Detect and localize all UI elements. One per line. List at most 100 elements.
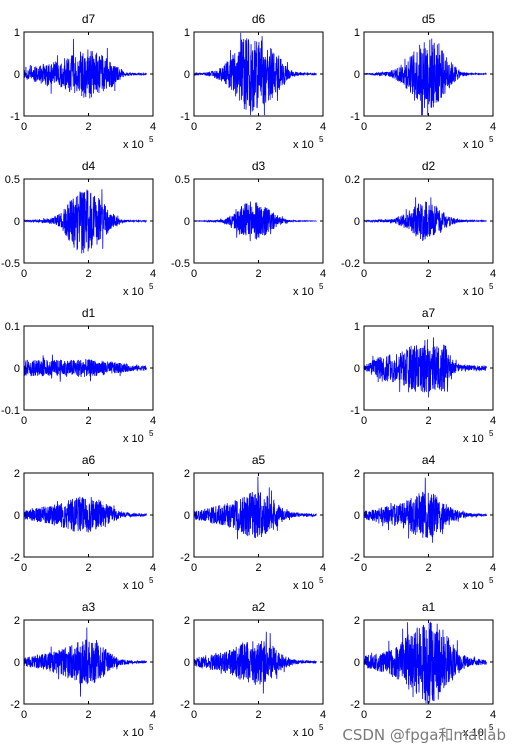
subplot-title: a1 xyxy=(422,600,436,614)
x-tick-label: 0 xyxy=(191,121,197,133)
subplot-d4: d40 2 4-0.500.5x 10 5 xyxy=(1,159,156,298)
x-tick-label: 4 xyxy=(490,268,496,280)
x-tick-label: 2 xyxy=(425,562,431,574)
x-tick-label: 0 xyxy=(191,562,197,574)
y-tick-label: -2 xyxy=(180,552,190,564)
subplot-title: d2 xyxy=(422,159,436,173)
watermark: CSDN @fpga和matlab xyxy=(342,726,506,744)
subplot-title: d3 xyxy=(252,159,266,173)
y-tick-label: -0.5 xyxy=(171,258,190,270)
y-tick-label: 0.5 xyxy=(5,174,20,186)
subplot-title: a4 xyxy=(422,453,436,467)
x-tick-label: 2 xyxy=(425,121,431,133)
subplot-d3: d30 2 4-0.500.5x 10 5 xyxy=(171,159,326,298)
x-exponent-power: 5 xyxy=(149,576,154,585)
x-tick-label: 0 xyxy=(21,562,27,574)
subplot-title: d4 xyxy=(82,159,96,173)
y-tick-label: -2 xyxy=(10,552,20,564)
x-exponent-base: x 10 xyxy=(463,580,484,592)
y-tick-label: 0 xyxy=(184,69,190,81)
y-tick-label: -1 xyxy=(350,405,360,417)
signal-trace xyxy=(23,189,147,254)
subplot-d2: d20 2 4-0.200.2x 10 5 xyxy=(341,159,496,298)
signal-trace xyxy=(193,476,317,540)
x-tick-label: 4 xyxy=(490,415,496,427)
y-tick-label: 0 xyxy=(14,363,20,375)
x-tick-label: 2 xyxy=(255,121,261,133)
y-tick-label: 2 xyxy=(184,468,190,480)
x-tick-label: 4 xyxy=(150,415,156,427)
signal-trace xyxy=(363,197,487,241)
x-exponent-power: 5 xyxy=(489,135,494,144)
x-exponent-power: 5 xyxy=(149,429,154,438)
x-tick-label: 2 xyxy=(85,709,91,721)
x-tick-label: 0 xyxy=(21,709,27,721)
x-exponent-power: 5 xyxy=(489,282,494,291)
x-tick-label: 4 xyxy=(320,121,326,133)
x-exponent-base: x 10 xyxy=(293,580,314,592)
x-tick-label: 4 xyxy=(490,709,496,721)
x-tick-label: 4 xyxy=(490,121,496,133)
x-exponent-power: 5 xyxy=(319,135,324,144)
y-tick-label: 0 xyxy=(184,510,190,522)
subplot-title: a3 xyxy=(82,600,96,614)
x-tick-label: 0 xyxy=(361,268,367,280)
signal-trace xyxy=(193,201,317,242)
signal-trace xyxy=(23,496,147,533)
y-tick-label: -0.1 xyxy=(1,405,20,417)
y-tick-label: 2 xyxy=(14,468,20,480)
x-tick-label: 0 xyxy=(361,562,367,574)
x-tick-label: 4 xyxy=(320,268,326,280)
y-tick-label: 0 xyxy=(354,363,360,375)
x-exponent-base: x 10 xyxy=(293,139,314,151)
y-tick-label: 0 xyxy=(184,657,190,669)
x-exponent-power: 5 xyxy=(489,723,494,732)
y-tick-label: 0.5 xyxy=(175,174,190,186)
x-tick-label: 0 xyxy=(21,415,27,427)
signal-trace xyxy=(363,621,487,704)
x-tick-label: 2 xyxy=(85,268,91,280)
subplot-title: a5 xyxy=(252,453,266,467)
subplot-title: a6 xyxy=(82,453,96,467)
y-tick-label: 0 xyxy=(184,216,190,228)
y-tick-label: -2 xyxy=(350,552,360,564)
x-exponent-base: x 10 xyxy=(293,727,314,739)
x-tick-label: 4 xyxy=(150,562,156,574)
y-tick-label: -1 xyxy=(10,111,20,123)
x-exponent-base: x 10 xyxy=(123,580,144,592)
x-tick-label: 0 xyxy=(21,121,27,133)
y-tick-label: 2 xyxy=(14,615,20,627)
x-exponent-power: 5 xyxy=(489,429,494,438)
x-tick-label: 2 xyxy=(255,268,261,280)
x-exponent-base: x 10 xyxy=(123,139,144,151)
y-tick-label: 0 xyxy=(354,69,360,81)
y-tick-label: 1 xyxy=(354,27,360,39)
x-exponent-base: x 10 xyxy=(463,139,484,151)
y-tick-label: -1 xyxy=(350,111,360,123)
y-tick-label: 0.1 xyxy=(5,321,20,333)
signal-trace xyxy=(363,38,487,116)
y-tick-label: 0.2 xyxy=(345,174,360,186)
x-tick-label: 2 xyxy=(85,121,91,133)
x-exponent-base: x 10 xyxy=(463,727,484,739)
y-tick-label: 0 xyxy=(354,510,360,522)
x-tick-label: 4 xyxy=(320,562,326,574)
x-tick-label: 4 xyxy=(320,709,326,721)
x-exponent-power: 5 xyxy=(319,723,324,732)
x-exponent-base: x 10 xyxy=(123,727,144,739)
x-tick-label: 4 xyxy=(150,268,156,280)
subplot-title: a7 xyxy=(422,306,436,320)
y-tick-label: 0 xyxy=(14,510,20,522)
x-exponent-power: 5 xyxy=(149,723,154,732)
signal-trace xyxy=(193,631,317,694)
y-tick-label: -2 xyxy=(10,699,20,711)
signal-trace xyxy=(363,477,487,543)
